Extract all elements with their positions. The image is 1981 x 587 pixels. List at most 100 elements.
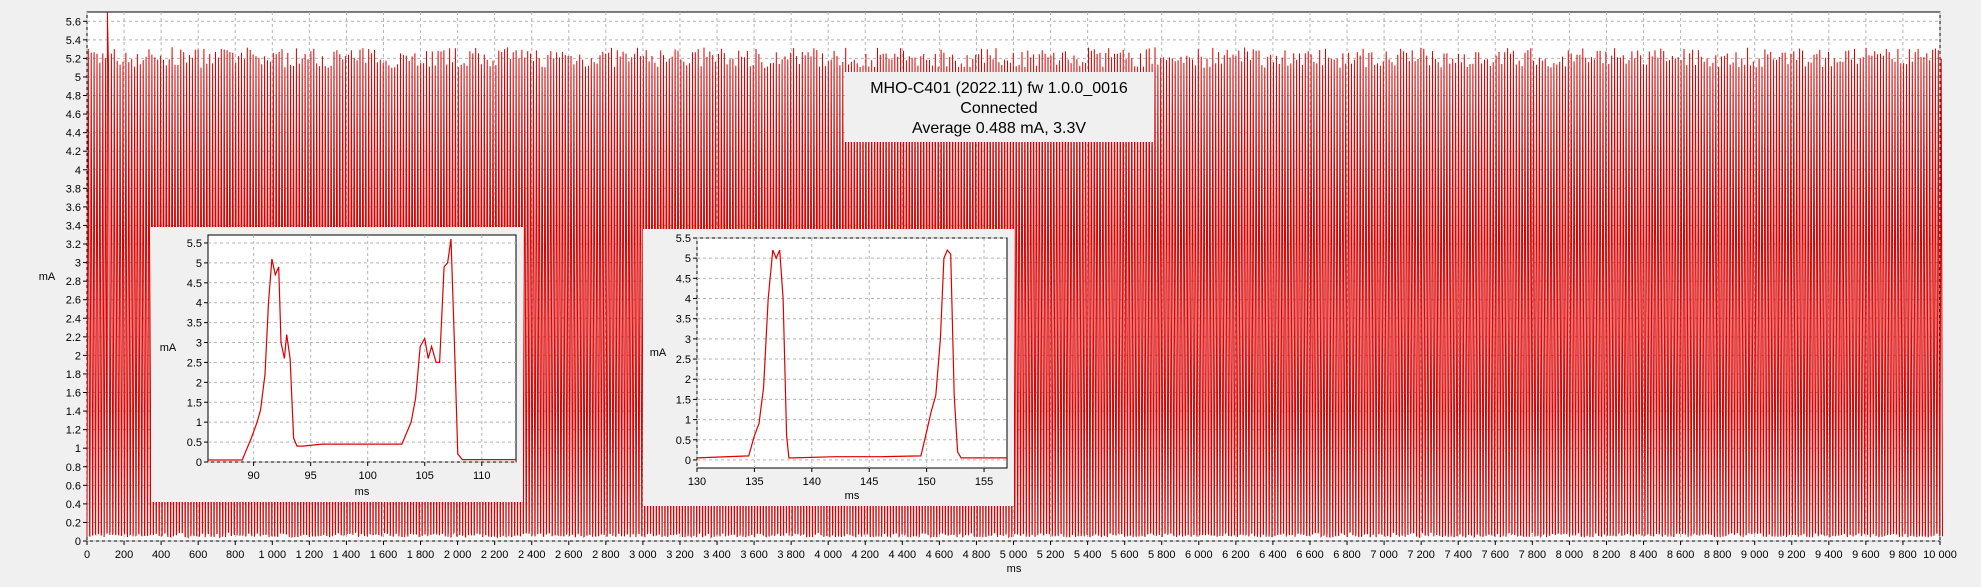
x-tick-label: 8 600 — [1667, 549, 1695, 561]
x-tick-label: 1 800 — [407, 549, 435, 561]
inset1-series-trace — [208, 238, 516, 461]
x-tick-label: 600 — [189, 549, 207, 561]
x-tick-label: 2 200 — [481, 549, 509, 561]
y-tick-label: 4 — [196, 298, 202, 310]
inset2-x-ticks: 130 135 140 145 150 155 — [688, 468, 993, 488]
y-tick-label: 3.2 — [66, 239, 81, 251]
main-series-line — [86, 11, 1943, 539]
y-tick-label: 0.4 — [66, 499, 81, 511]
x-tick-label: 9 600 — [1852, 549, 1880, 561]
x-tick-label: 7 200 — [1407, 549, 1435, 561]
y-tick-label: 5 — [685, 253, 691, 265]
x-tick-label: 5 200 — [1037, 549, 1065, 561]
y-tick-label: 2.6 — [66, 295, 81, 307]
inset1-grid — [208, 235, 516, 463]
y-tick-label: 3 — [685, 334, 691, 346]
x-tick-label: 4 200 — [851, 549, 879, 561]
average-current-text: Average 0.488 mA, 3.3V — [912, 120, 1086, 137]
y-tick-label: 1.6 — [66, 388, 81, 400]
y-tick-label: 3.6 — [66, 202, 81, 214]
x-tick-label: 2 800 — [592, 549, 620, 561]
x-tick-label: 4 600 — [926, 549, 954, 561]
x-tick-label: 8 200 — [1593, 549, 1621, 561]
x-tick-label: 1 600 — [370, 549, 398, 561]
inset2-series-trace — [696, 248, 1007, 459]
y-tick-label: 3.8 — [66, 183, 81, 195]
x-tick-label: 4 800 — [963, 549, 991, 561]
y-tick-label: 4 — [685, 294, 691, 306]
x-tick-label: 155 — [975, 476, 993, 488]
y-tick-label: 2 — [196, 377, 202, 389]
y-tick-label: 0.6 — [66, 480, 81, 492]
inset1-y-axis-label: mA — [160, 342, 177, 354]
inset2-y-axis-label: mA — [650, 347, 667, 359]
y-tick-label: 5.4 — [66, 35, 81, 47]
x-tick-label: 2 000 — [444, 549, 472, 561]
y-tick-label: 5.5 — [676, 233, 691, 245]
x-tick-label: 2 400 — [518, 549, 546, 561]
x-tick-label: 6 600 — [1296, 549, 1324, 561]
x-tick-label: 145 — [860, 476, 878, 488]
inset1-plot-area — [207, 234, 517, 463]
inset1-series-line — [208, 238, 516, 461]
y-tick-label: 2.4 — [66, 313, 81, 325]
x-tick-label: 7 400 — [1444, 549, 1472, 561]
x-tick-label: 110 — [473, 470, 491, 482]
x-tick-label: 3 000 — [629, 549, 657, 561]
x-tick-label: 5 800 — [1148, 549, 1176, 561]
x-tick-label: 2 600 — [555, 549, 583, 561]
y-tick-label: 4.5 — [676, 273, 691, 285]
inset1-x-ticks: 90 95 100 105 110 — [248, 462, 491, 482]
inset1-x-axis-label: ms — [355, 486, 370, 498]
y-tick-label: 2 — [75, 350, 81, 362]
x-tick-label: 3 200 — [666, 549, 694, 561]
y-tick-label: 4.8 — [66, 91, 81, 103]
y-tick-label: 0 — [75, 536, 81, 548]
inset-chart-1: 0 0.5 1 1.5 2 2.5 3 3.5 4 4.5 5 5.5 90 95 100 105 110 m… — [151, 227, 523, 502]
y-tick-label: 3.4 — [66, 220, 81, 232]
inset-chart-2: 0 0.5 1 1.5 2 2.5 3 3.5 4 4.5 5 5.5 130 135 140 145 150… — [643, 229, 1014, 506]
y-tick-label: 0 — [196, 457, 202, 469]
info-box: MHO-C401 (2022.11) fw 1.0.0_0016 Connect… — [845, 72, 1153, 142]
y-tick-label: 1.8 — [66, 369, 81, 381]
y-tick-label: 1.5 — [187, 397, 202, 409]
main-x-axis-label: ms — [1007, 563, 1022, 575]
y-tick-label: 3 — [75, 258, 81, 270]
x-tick-label: 140 — [803, 476, 821, 488]
device-name-text: MHO-C401 (2022.11) fw 1.0.0_0016 — [870, 80, 1128, 97]
connection-status-text: Connected — [960, 100, 1037, 117]
inset2-x-axis-label: ms — [845, 490, 860, 502]
x-tick-label: 3 400 — [703, 549, 731, 561]
main-y-ticks: 0 0.2 0.4 0.6 0.8 1 1.2 1.4 1.6 1.8 2 2.2 2.4 2.6 2.8 3… — [66, 16, 87, 548]
x-tick-label: 90 — [248, 470, 260, 482]
y-tick-label: 3.5 — [676, 314, 691, 326]
x-tick-label: 9 400 — [1815, 549, 1843, 561]
x-tick-label: 7 000 — [1370, 549, 1398, 561]
y-tick-label: 0.2 — [66, 517, 81, 529]
x-tick-label: 6 000 — [1185, 549, 1213, 561]
x-tick-label: 800 — [226, 549, 244, 561]
x-tick-label: 5 000 — [1000, 549, 1028, 561]
main-y-axis-label: mA — [39, 271, 56, 283]
x-tick-label: 1 400 — [333, 549, 361, 561]
y-tick-label: 1 — [196, 417, 202, 429]
x-tick-label: 8 000 — [1556, 549, 1584, 561]
x-tick-label: 0 — [84, 549, 90, 561]
x-tick-label: 8 400 — [1630, 549, 1658, 561]
x-tick-label: 130 — [688, 476, 706, 488]
y-tick-label: 2 — [685, 374, 691, 386]
y-tick-label: 2.2 — [66, 332, 81, 344]
x-tick-label: 135 — [745, 476, 763, 488]
main-x-ticks: 0 200 400 600 800 1 000 1 200 1 400 1 600 1 800 2 … — [84, 541, 1957, 561]
y-tick-label: 0.8 — [66, 462, 81, 474]
x-tick-label: 200 — [115, 549, 133, 561]
y-tick-label: 3.5 — [187, 318, 202, 330]
x-tick-label: 6 200 — [1222, 549, 1250, 561]
y-tick-label: 5.6 — [66, 16, 81, 28]
y-tick-label: 2.5 — [187, 357, 202, 369]
x-tick-label: 5 600 — [1111, 549, 1139, 561]
y-tick-label: 4 — [75, 165, 81, 177]
x-tick-label: 3 600 — [740, 549, 768, 561]
x-tick-label: 1 000 — [259, 549, 287, 561]
